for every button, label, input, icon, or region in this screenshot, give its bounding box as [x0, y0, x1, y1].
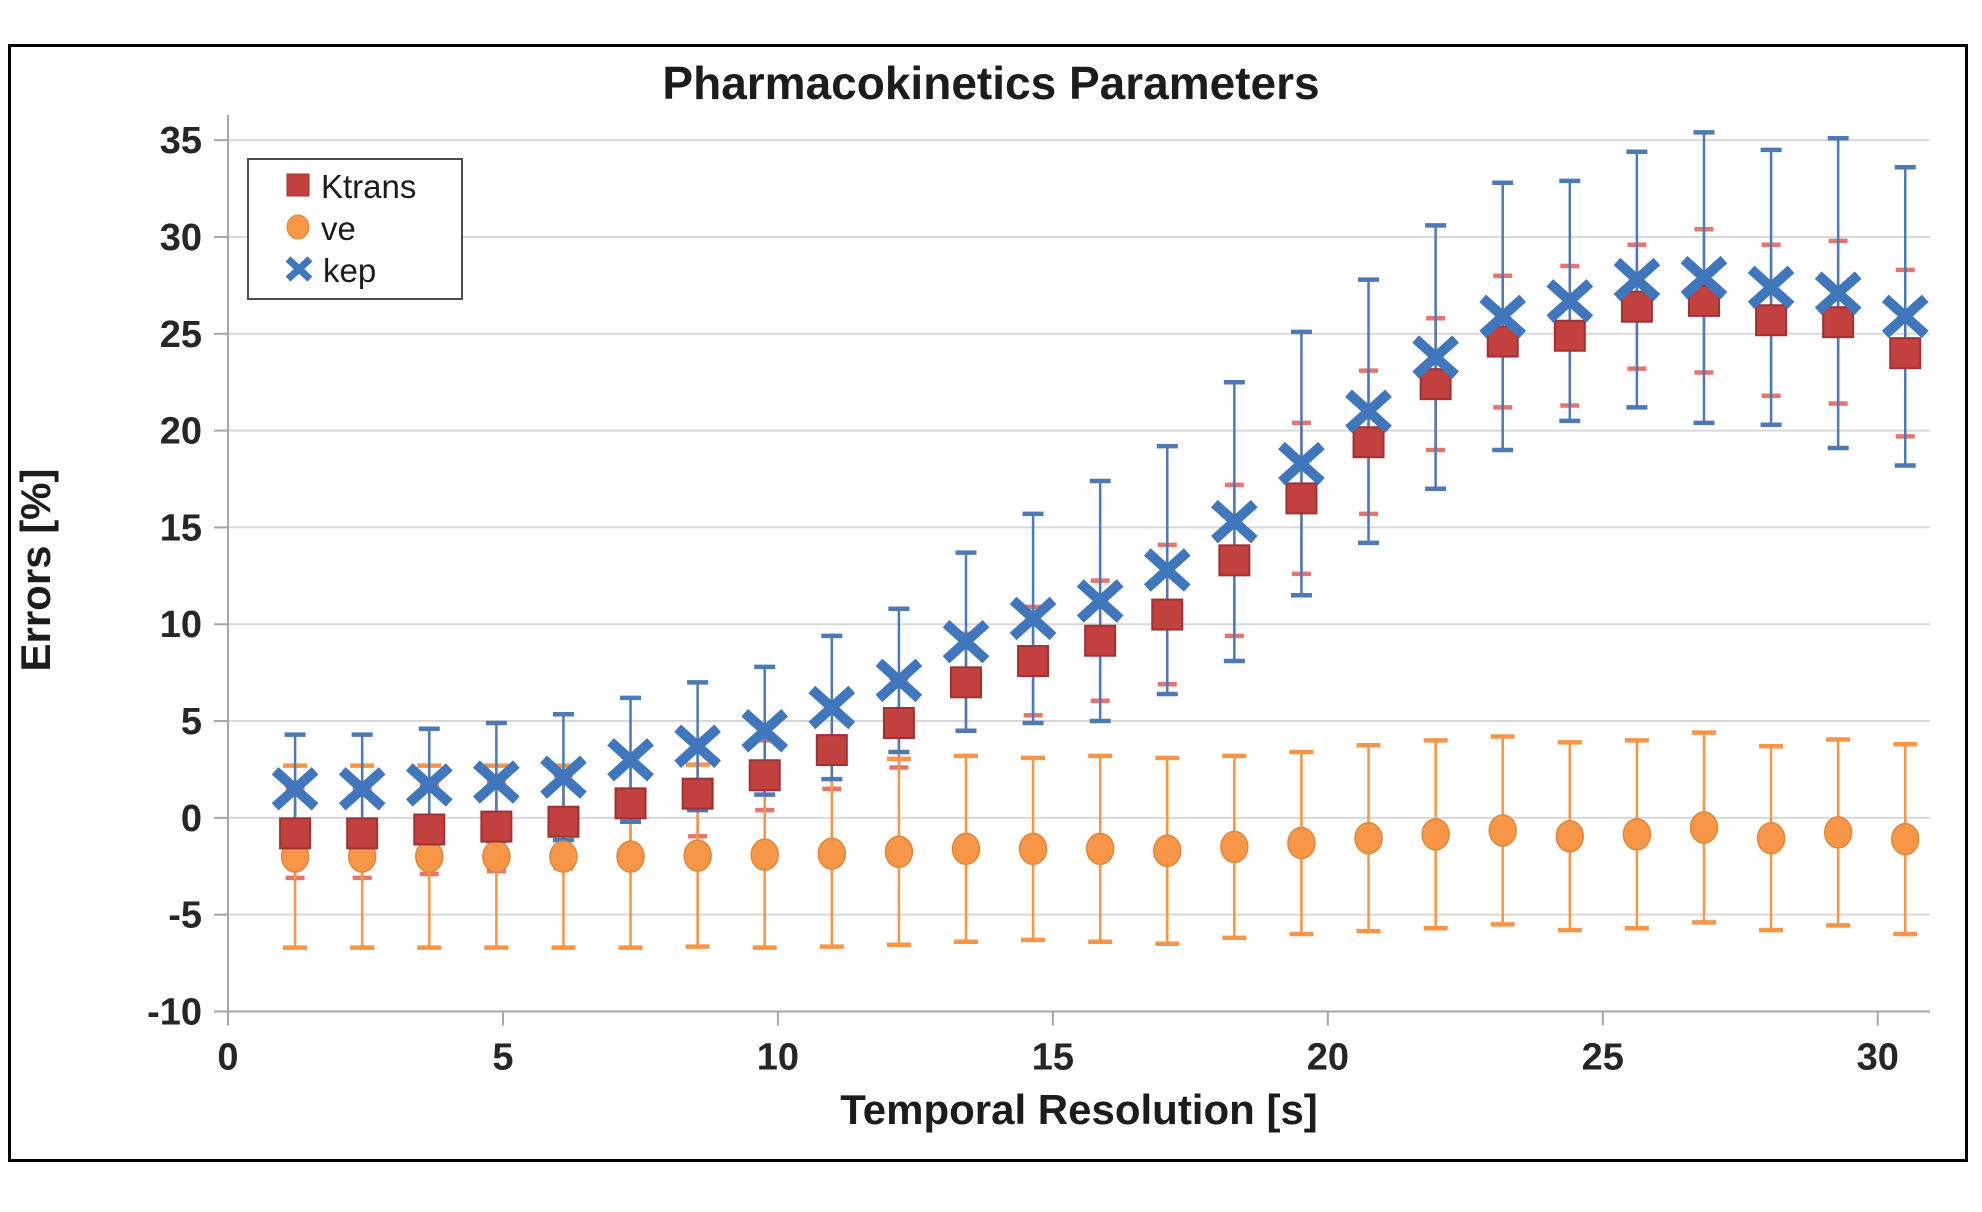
legend-item-ktrans: Ktrans [285, 168, 461, 206]
y-tick-label: 30 [160, 217, 202, 259]
y-axis-title: Errors [%] [12, 468, 59, 672]
y-tick-label: -5 [168, 895, 202, 937]
y-tick-label: 10 [160, 604, 202, 646]
legend-label-ve: ve [321, 210, 356, 247]
legend-label-ktrans: Ktrans [321, 168, 417, 205]
kep-x-icon [285, 255, 313, 287]
legend-item-ve: ve [285, 210, 461, 248]
legend-label-kep: kep [323, 252, 377, 289]
y-tick-label: 35 [160, 120, 202, 162]
y-tick-label: 20 [160, 411, 202, 453]
x-tick-label: 20 [1307, 1037, 1349, 1079]
x-tick-label: 5 [492, 1037, 513, 1079]
y-tick-label: 0 [181, 798, 202, 840]
gridlines [228, 139, 1930, 1013]
x-tick-label: 0 [217, 1037, 238, 1079]
legend-box: Ktrans ve kep [247, 158, 463, 300]
axes [214, 115, 1930, 1026]
x-tick-label: 30 [1857, 1037, 1899, 1079]
x-tick-label: 10 [757, 1037, 799, 1079]
y-tick-label: 5 [181, 701, 202, 743]
markers-ktrans [279, 284, 1922, 850]
ve-circle-icon [285, 214, 311, 245]
y-tick-label: -10 [147, 992, 202, 1034]
chart-title: Pharmacokinetics Parameters [662, 57, 1320, 109]
x-tick-label: 15 [1032, 1037, 1074, 1079]
x-tick-label: 25 [1582, 1037, 1624, 1079]
markers-kep [271, 255, 1929, 811]
ktrans-square-icon [285, 172, 311, 203]
legend-item-kep: kep [285, 252, 461, 290]
y-tick-label: 15 [160, 507, 202, 549]
tick-labels: 35 30 25 20 15 10 5 0 -5 -10 0 5 10 15 20 25 30 [147, 120, 1899, 1078]
error-bars-kep [284, 130, 1916, 846]
x-axis-title: Temporal Resolution [s] [840, 1086, 1318, 1133]
y-tick-label: 25 [160, 314, 202, 356]
